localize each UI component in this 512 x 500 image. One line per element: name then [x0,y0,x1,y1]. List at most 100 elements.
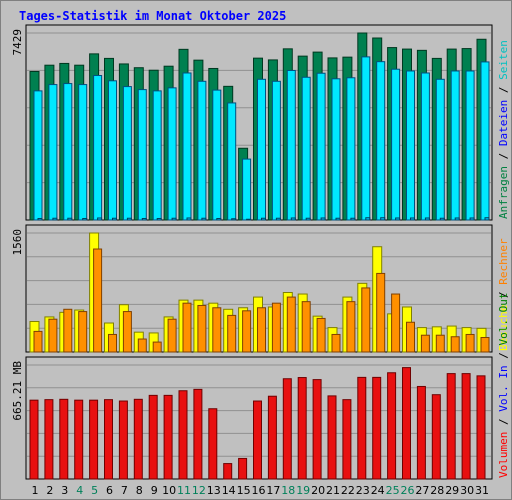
x-tick-label: 1 [32,484,39,497]
bar-rechner-day-29 [450,336,460,353]
bar-dateien-day-25 [391,68,401,221]
bar-dateien-day-15 [242,158,252,221]
x-tick-label: 29 [445,484,459,497]
legend-item: Vol. Out [497,293,510,346]
x-tick-label: 23 [356,484,370,497]
bar-rechner-day-23 [361,287,371,353]
bar-volumen-day-23 [357,376,367,480]
x-tick-label: 18 [281,484,295,497]
legend-item: Dateien [497,100,510,146]
x-tick-label: 10 [162,484,176,497]
bar-seiten-day-11 [186,217,192,221]
middle-max-value-label: 1560 [11,229,24,256]
bar-volumen-day-2 [44,399,54,480]
x-tick-label: 17 [266,484,280,497]
bar-rechner-day-7 [122,311,132,353]
chart-panels: 7429 Anfragen / Dateien / Seiten 1560 Besuc… [11,24,510,480]
bar-rechner-day-21 [331,333,341,353]
x-tick-label: 12 [192,484,206,497]
bar-dateien-day-7 [122,86,132,221]
x-tick-label: 7 [121,484,128,497]
bar-dateien-day-12 [197,80,207,221]
legend-item: Vol. In [497,365,510,411]
bar-rechner-day-27 [420,334,430,353]
bar-dateien-day-3 [63,83,73,221]
bar-volumen-day-10 [163,394,173,480]
x-tick-label: 26 [401,484,415,497]
bar-seiten-day-9 [156,217,162,221]
bar-dateien-day-26 [406,70,415,221]
bar-seiten-day-15 [246,218,252,221]
bar-dateien-day-23 [361,56,371,221]
bar-volumen-day-12 [193,388,203,480]
legend-item: Anfragen [497,166,510,219]
x-tick-label: 3 [61,484,68,497]
bar-dateien-day-24 [376,61,386,221]
bar-volumen-day-6 [104,399,113,480]
bar-volumen-day-20 [312,379,322,480]
bar-rechner-day-3 [63,308,73,353]
bar-seiten-day-13 [216,217,222,221]
bar-seiten-day-25 [395,217,401,221]
x-tick-label: 9 [151,484,158,497]
bar-volumen-day-17 [267,395,277,480]
bottom-legend: Volumen / Vol. In / Vol. Out [497,293,510,478]
bar-volumen-day-1 [29,399,39,480]
top-max-value-label: 7429 [11,29,24,56]
bar-volumen-day-13 [208,408,218,480]
bar-seiten-day-16 [261,217,266,221]
bar-volumen-day-27 [416,385,426,480]
bar-seiten-day-8 [141,217,147,221]
legend-item: Besuche [497,305,510,351]
bar-seiten-day-1 [37,217,43,221]
bar-rechner-day-24 [376,272,386,353]
bar-dateien-day-14 [227,102,237,221]
bar-seiten-day-4 [82,217,88,221]
bar-seiten-day-31 [484,217,490,221]
bar-rechner-day-13 [212,307,222,353]
bar-rechner-day-11 [182,302,192,353]
middle-legend: Besuche / Rechner [497,238,510,351]
bar-volumen-day-8 [133,398,143,480]
bar-volumen-day-31 [476,375,486,480]
bar-rechner-day-16 [257,307,266,353]
bar-dateien-day-4 [78,84,88,221]
bar-rechner-day-2 [48,318,58,353]
bar-rechner-day-18 [286,296,296,353]
bar-seiten-day-19 [305,217,311,221]
bottom-max-value-label: 665.21 MB [11,361,24,421]
bar-dateien-day-27 [420,72,430,221]
x-tick-label: 14 [222,484,236,497]
bar-dateien-day-13 [212,89,222,221]
bar-volumen-day-5 [89,399,99,480]
x-tick-label: 15 [237,484,251,497]
legend-item: Volumen [497,432,510,478]
bar-volumen-day-26 [402,367,411,480]
bar-dateien-day-16 [257,78,266,221]
bar-seiten-day-14 [231,218,237,221]
x-tick-label: 4 [76,484,83,497]
x-tick-label: 16 [252,484,266,497]
bar-rechner-day-9 [152,341,162,353]
bar-dateien-day-31 [480,61,490,221]
bar-seiten-day-24 [380,217,386,221]
bar-rechner-day-17 [271,302,281,353]
top-panel: 7429 Anfragen / Dateien / Seiten [11,24,510,221]
bar-rechner-day-20 [316,317,326,353]
bar-rechner-day-5 [93,248,103,353]
bar-volumen-day-16 [253,400,262,480]
bar-dateien-day-6 [108,80,117,221]
bar-seiten-day-5 [97,217,103,221]
bottom-panel: 665.21 MB Volumen / Vol. In / Vol. Out [11,293,510,480]
bar-dateien-day-22 [346,77,356,221]
top-legend: Anfragen / Dateien / Seiten [497,40,510,219]
x-tick-label: 28 [430,484,444,497]
bar-volumen-day-29 [446,373,456,480]
middle-panel: 1560 Besuche / Rechner [11,224,510,353]
bar-dateien-day-29 [450,70,460,221]
x-tick-label: 11 [177,484,191,497]
x-tick-label: 20 [311,484,325,497]
bar-seiten-day-7 [126,217,132,221]
bar-volumen-day-19 [297,377,307,480]
bar-volumen-day-11 [178,390,188,480]
